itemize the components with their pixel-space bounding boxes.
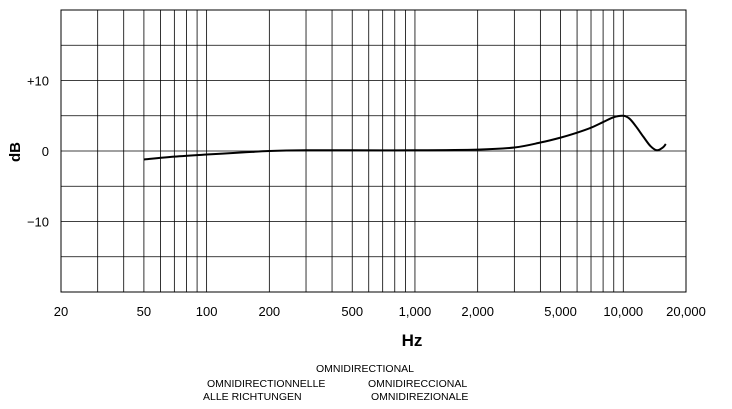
x-axis-label: Hz <box>402 331 423 350</box>
x-tick-label: 100 <box>196 304 218 319</box>
y-tick-labels: +10 0 −10 <box>27 74 49 230</box>
x-tick-label: 5,000 <box>544 304 577 319</box>
x-tick-label: 50 <box>137 304 151 319</box>
response-curve <box>143 114 667 161</box>
x-tick-label: 2,000 <box>461 304 494 319</box>
y-tick-label: −10 <box>27 215 49 230</box>
x-tick-label: 10,000 <box>603 304 643 319</box>
x-tick-label: 20 <box>54 304 68 319</box>
x-tick-label: 20,000 <box>666 304 706 319</box>
caption-omnidirezionale: OMNIDIREZIONALE <box>371 391 468 403</box>
y-tick-label: +10 <box>27 74 49 89</box>
x-tick-labels: 20 50 100 200 500 1,000 2,000 5,000 10,000 20,000 <box>54 304 706 319</box>
x-tick-label: 1,000 <box>399 304 432 319</box>
x-tick-label: 500 <box>341 304 363 319</box>
caption-omnidirectional: OMNIDIRECTIONAL <box>316 363 414 375</box>
caption-alle-richtungen: ALLE RICHTUNGEN <box>203 391 302 403</box>
plot-frame <box>60 9 687 293</box>
caption-omnidirectionnelle: OMNIDIRECTIONNELLE <box>207 378 325 390</box>
x-tick-label: 200 <box>258 304 280 319</box>
caption-omnidireccional: OMNIDIRECCIONAL <box>368 378 467 390</box>
y-axis-label: dB <box>7 142 24 162</box>
y-tick-label: 0 <box>42 144 49 159</box>
